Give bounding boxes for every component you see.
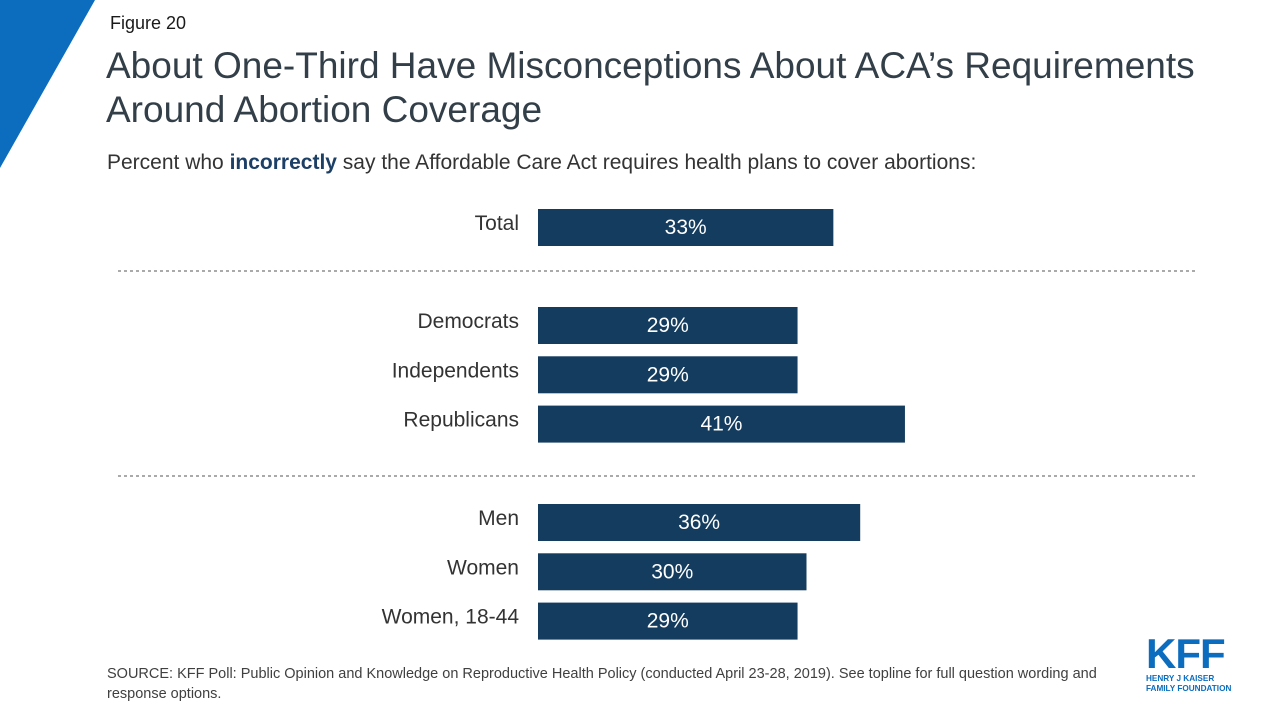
figure-label: Figure 20 (110, 13, 187, 33)
subtitle-emphasis: incorrectly (229, 151, 337, 174)
chart-subtitle: Percent who incorrectly say the Affordab… (107, 151, 976, 175)
logo-line-2: FAMILY FOUNDATION (1146, 684, 1232, 693)
bar-independents (538, 356, 798, 394)
category-label-republicans: Republicans (403, 409, 519, 432)
bar-republicans (538, 405, 905, 443)
bar-total (538, 209, 834, 246)
data-label-total: 33% (665, 216, 707, 239)
category-label-women: Women (447, 556, 519, 579)
bar-women (538, 553, 807, 591)
category-label-women-18-44: Women, 18-44 (382, 606, 520, 629)
data-label-independents: 29% (647, 363, 689, 386)
page-title: About One-Third Have Misconceptions Abou… (106, 45, 1195, 130)
category-label-total: Total (475, 212, 519, 235)
data-label-women-18-44: 29% (647, 610, 689, 633)
bar-women-18-44 (538, 602, 798, 640)
bar-men (538, 504, 861, 541)
kff-logo: KFF HENRY J KAISER FAMILY FOUNDATION (1146, 630, 1236, 694)
source-note: SOURCE: KFF Poll: Public Opinion and Kno… (107, 666, 1097, 702)
bar-democrats (538, 307, 798, 344)
subtitle-prefix: Percent who (107, 151, 230, 174)
category-label-men: Men (478, 507, 519, 530)
data-label-women: 30% (651, 560, 693, 583)
logo-wordmark: KFF (1146, 630, 1226, 677)
data-label-men: 36% (678, 511, 720, 534)
logo-line-1: HENRY J KAISER (1146, 674, 1215, 683)
data-label-democrats: 29% (647, 314, 689, 337)
data-label-republicans: 41% (700, 413, 742, 436)
category-label-democrats: Democrats (417, 310, 519, 333)
subtitle-suffix: say the Affordable Care Act requires hea… (336, 151, 977, 174)
brand-corner-triangle (0, 0, 95, 168)
category-label-independents: Independents (392, 359, 519, 382)
